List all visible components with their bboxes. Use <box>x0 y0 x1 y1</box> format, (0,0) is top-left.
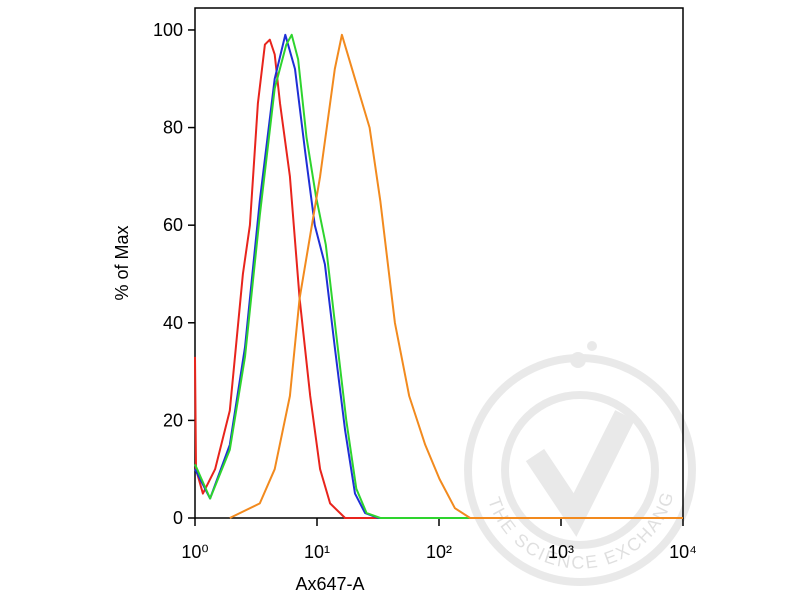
y-tick-label: 100 <box>153 20 183 40</box>
watermark-check <box>525 410 635 537</box>
x-tick-label: 10³ <box>548 542 574 562</box>
x-tick-label: 10⁰ <box>181 542 208 562</box>
watermark-text: THE SCIENCE EXCHANGE NETWORK <box>0 0 676 573</box>
watermark-dot <box>587 341 597 351</box>
watermark-text-path: THE SCIENCE EXCHANGE NETWORK <box>0 0 676 573</box>
y-tick-label: 20 <box>163 410 183 430</box>
watermark: THE SCIENCE EXCHANGE NETWORK <box>0 0 696 586</box>
x-tick-label: 10¹ <box>304 542 330 562</box>
x-tick-label: 10² <box>426 542 452 562</box>
y-axis-label: % of Max <box>112 225 132 300</box>
watermark-ring <box>464 354 696 586</box>
series-line <box>194 38 683 519</box>
y-tick-label: 80 <box>163 118 183 138</box>
y-tick-label: 60 <box>163 215 183 235</box>
watermark-dot <box>570 352 586 368</box>
series-line <box>194 33 683 519</box>
x-axis-label: Ax647-A <box>295 574 364 594</box>
watermark-ring <box>501 391 659 549</box>
series-line <box>194 33 683 519</box>
x-tick-label: 10⁴ <box>669 542 697 562</box>
y-tick-label: 0 <box>173 508 183 528</box>
series-line <box>229 33 683 519</box>
y-tick-label: 40 <box>163 313 183 333</box>
